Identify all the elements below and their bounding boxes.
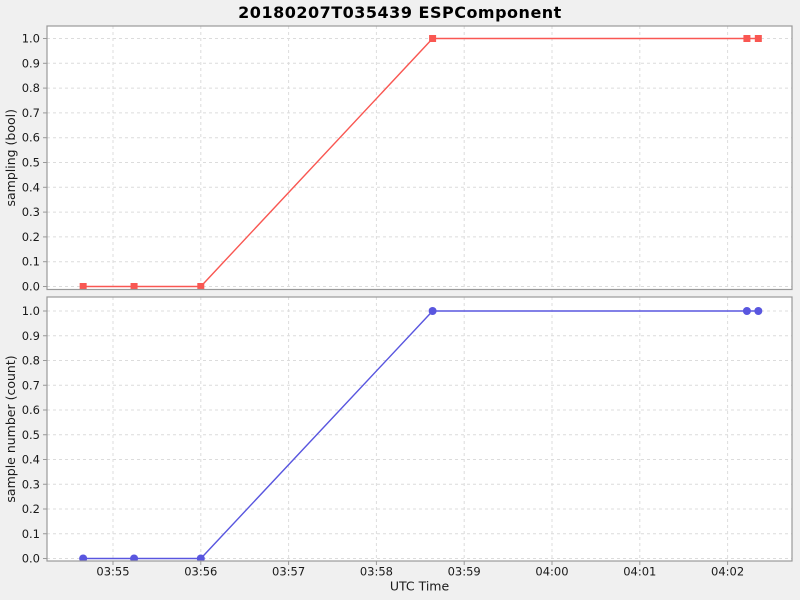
y-tick-label: 0.7 bbox=[22, 106, 40, 120]
top-plot: 0.0 0.1 0.2 0.3 0.4 0.5 0.6 0.7 0.8 0.9 1.0 samplin… bbox=[3, 25, 793, 294]
plot-border bbox=[46, 25, 793, 291]
x-axis: 03:55 03:56 03:57 03:58 03:59 04:00 04:01 04:02… bbox=[96, 561, 744, 594]
y-tick-label: 0.3 bbox=[22, 477, 40, 491]
plot-area bbox=[47, 26, 792, 290]
plot-area bbox=[47, 297, 792, 561]
y-tick-label: 0.1 bbox=[22, 255, 40, 269]
y-tick-label: 0.3 bbox=[22, 205, 40, 219]
y-tick-label: 0.9 bbox=[22, 329, 40, 343]
x-tick-label: 04:01 bbox=[623, 565, 656, 579]
data-point-marker bbox=[742, 307, 751, 315]
x-tick-label: 04:00 bbox=[535, 565, 568, 579]
data-point-marker bbox=[130, 554, 139, 561]
y-tick-label: 0.0 bbox=[22, 552, 40, 566]
y-tick-label: 0.5 bbox=[22, 428, 40, 442]
y-tick-label: 0.8 bbox=[22, 81, 40, 95]
y-tick-label: 0.8 bbox=[22, 354, 40, 368]
x-tick-label: 03:57 bbox=[272, 565, 305, 579]
data-point-marker bbox=[197, 283, 205, 290]
data-point-marker bbox=[196, 554, 205, 561]
series-sampling bbox=[79, 35, 762, 290]
data-point-marker bbox=[754, 307, 763, 315]
y-tick-label: 0.2 bbox=[22, 502, 40, 516]
data-point-marker bbox=[429, 35, 437, 42]
gridlines bbox=[47, 26, 792, 290]
y-tick-label: 0.4 bbox=[22, 453, 40, 467]
x-tick-label: 03:56 bbox=[184, 565, 217, 579]
x-axis-label: UTC Time bbox=[390, 579, 450, 594]
bottom-plot: 0.0 0.1 0.2 0.3 0.4 0.5 0.6 0.7 0.8 0.9 1.0 sample … bbox=[3, 296, 793, 594]
y-tick-label: 0.9 bbox=[22, 56, 40, 70]
data-point-marker bbox=[743, 35, 751, 42]
y-tick-label: 0.6 bbox=[22, 403, 40, 417]
x-tick-label: 03:59 bbox=[448, 565, 481, 579]
y-tick-label: 0.6 bbox=[22, 131, 40, 145]
y-tick-label: 0.0 bbox=[22, 280, 40, 294]
y-tick-label: 0.7 bbox=[22, 378, 40, 392]
data-point-marker bbox=[79, 283, 87, 290]
plot-border bbox=[46, 296, 793, 562]
x-tick-label: 03:58 bbox=[360, 565, 393, 579]
y-tick-label: 0.4 bbox=[22, 180, 40, 194]
y-axis-label: sample number (count) bbox=[3, 355, 18, 502]
y-axis: 0.0 0.1 0.2 0.3 0.4 0.5 0.6 0.7 0.8 0.9 1.0 bbox=[22, 304, 47, 566]
y-tick-label: 0.5 bbox=[22, 156, 40, 170]
y-tick-label: 1.0 bbox=[22, 304, 40, 318]
gridlines bbox=[47, 297, 792, 561]
data-point-marker bbox=[428, 307, 437, 315]
x-tick-label: 04:02 bbox=[711, 565, 744, 579]
y-tick-label: 0.2 bbox=[22, 230, 40, 244]
data-point-marker bbox=[79, 554, 88, 561]
data-point-marker bbox=[130, 283, 138, 290]
y-tick-label: 0.1 bbox=[22, 527, 40, 541]
chart-title: 20180207T035439 ESPComponent bbox=[238, 3, 562, 22]
y-tick-label: 1.0 bbox=[22, 32, 40, 46]
x-tick-label: 03:55 bbox=[96, 565, 129, 579]
y-axis: 0.0 0.1 0.2 0.3 0.4 0.5 0.6 0.7 0.8 0.9 1.0 bbox=[22, 32, 47, 294]
series-sample-number bbox=[79, 307, 763, 561]
y-axis-label: sampling (bool) bbox=[3, 109, 18, 207]
data-point-marker bbox=[754, 35, 762, 42]
